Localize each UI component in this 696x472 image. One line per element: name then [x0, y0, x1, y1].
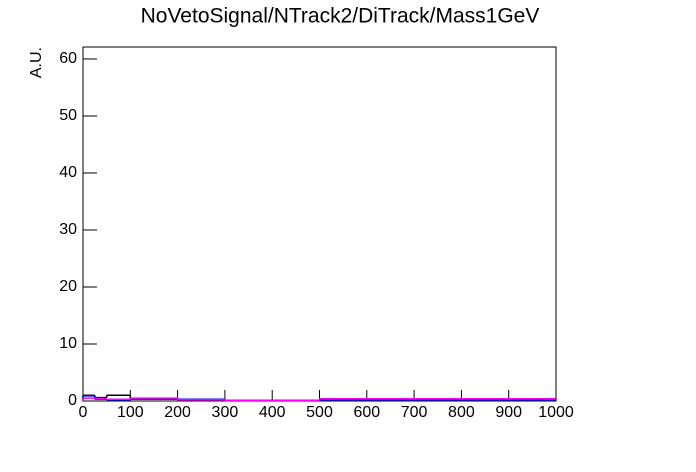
x-tick-label: 800 [448, 404, 475, 421]
y-tick-label: 30 [59, 221, 77, 238]
x-tick-label: 900 [495, 404, 522, 421]
y-tick-label: 10 [59, 335, 77, 352]
x-tick-label: 600 [353, 404, 380, 421]
x-tick-label: 400 [259, 404, 286, 421]
x-tick-label: 1000 [538, 404, 574, 421]
x-tick-label: 100 [117, 404, 144, 421]
x-tick-label: 300 [212, 404, 239, 421]
x-tick-label: 200 [164, 404, 191, 421]
y-axis-label: A.U. [28, 47, 45, 78]
chart-title: NoVetoSignal/NTrack2/DiTrack/Mass1GeV [141, 5, 540, 28]
x-tick-label: 500 [306, 404, 333, 421]
y-tick-label: 50 [59, 107, 77, 124]
x-tick-label: 700 [401, 404, 428, 421]
x-tick-label: 0 [79, 404, 88, 421]
y-tick-label: 40 [59, 164, 77, 181]
y-tick-label: 0 [68, 392, 77, 409]
y-tick-label: 60 [59, 50, 77, 67]
y-tick-label: 20 [59, 278, 77, 295]
